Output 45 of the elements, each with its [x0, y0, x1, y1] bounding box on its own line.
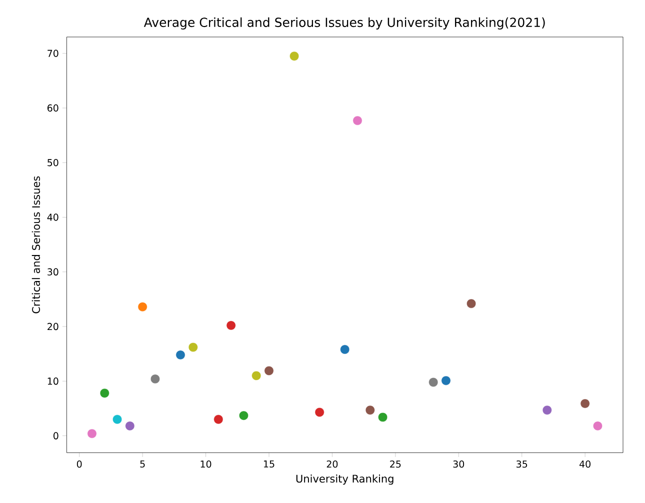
x-tick-label: 30 — [453, 460, 464, 468]
y-axis-title: Critical and Serious Issues — [32, 176, 40, 314]
point — [112, 414, 122, 424]
y-tick-label: 30 — [48, 268, 58, 276]
y-tick-label: 60 — [47, 104, 58, 112]
x-tick-label: 35 — [516, 460, 528, 468]
point — [466, 298, 476, 308]
chart-title: Average Critical and Serious Issues by University Ranking(2021) — [144, 17, 545, 30]
point — [238, 410, 248, 420]
point — [252, 370, 262, 380]
point — [226, 320, 236, 330]
point — [264, 366, 274, 376]
point — [138, 302, 148, 312]
x-tick-label: 15 — [264, 460, 274, 468]
y-tick-label: 10 — [48, 378, 58, 385]
point — [188, 342, 198, 352]
x-tick-label: 20 — [326, 460, 338, 468]
y-tick-label: 20 — [48, 322, 58, 330]
point — [314, 408, 324, 418]
point — [580, 398, 590, 408]
point — [87, 428, 97, 438]
x-tick-label: 5 — [140, 460, 145, 468]
x-tick-label: 25 — [390, 460, 401, 468]
point — [428, 377, 438, 387]
y-tick-label: 50 — [48, 159, 58, 166]
y-tick-label: 0 — [54, 432, 58, 440]
point — [176, 350, 186, 360]
point — [214, 414, 224, 424]
x-tick-label: 10 — [200, 460, 212, 468]
y-tick-label: 40 — [47, 214, 58, 221]
point — [150, 374, 160, 384]
x-tick-label: 40 — [580, 460, 590, 468]
point — [352, 116, 362, 126]
point — [125, 421, 135, 431]
y-tick-label: 70 — [48, 50, 58, 57]
point — [100, 388, 110, 398]
x-axis-title: University Ranking — [296, 474, 394, 485]
point — [290, 51, 300, 61]
point — [542, 405, 552, 415]
point — [592, 421, 602, 431]
point — [365, 405, 375, 415]
point — [340, 344, 350, 354]
x-tick-label: 0 — [76, 460, 82, 468]
point — [441, 376, 451, 386]
point — [378, 412, 388, 422]
